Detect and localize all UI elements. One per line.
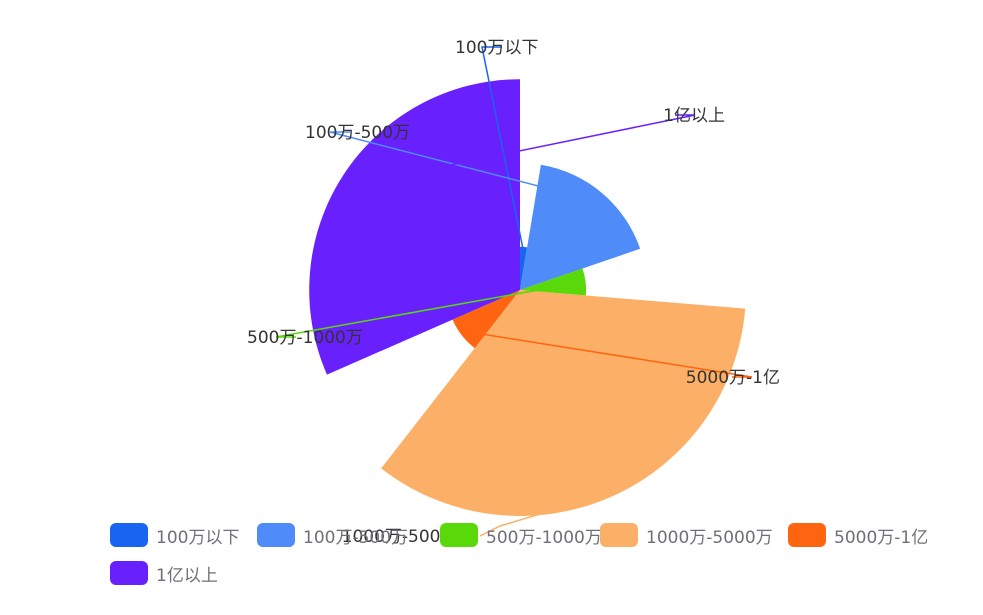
legend-swatch — [110, 561, 148, 585]
legend-item[interactable]: 500万-1000万 — [440, 523, 602, 548]
slice-label-bottom: 1000万-5000万 — [342, 527, 469, 547]
leader-line — [479, 492, 610, 537]
legend-swatch — [788, 523, 826, 547]
pie-slice[interactable] — [381, 290, 746, 516]
slice-label: 1亿以上 — [663, 106, 725, 126]
pie-slice[interactable] — [309, 79, 520, 375]
pie-slice[interactable] — [520, 164, 641, 290]
pie-slices — [309, 79, 746, 516]
legend-label: 500万-1000万 — [486, 527, 602, 548]
pie-slice[interactable] — [452, 290, 520, 349]
label-leader-lines — [275, 46, 753, 537]
leader-line — [466, 330, 753, 378]
legend-item[interactable]: 100万以下 — [110, 523, 240, 548]
legend-item[interactable]: 1000万-5000万 — [600, 523, 773, 548]
legend-item[interactable]: 5000万-1亿 — [788, 523, 929, 548]
leader-line — [329, 131, 596, 202]
legend-label: 1000万-5000万 — [646, 527, 773, 548]
pie-slice[interactable] — [520, 246, 528, 290]
legend-item[interactable]: 100万-500万 — [257, 523, 409, 548]
slice-label: 100万-500万 — [305, 123, 410, 143]
legend-swatch — [257, 523, 295, 547]
legend-label: 100万-500万 — [303, 527, 409, 548]
legend-swatch — [600, 523, 638, 547]
slice-label: 100万以下 — [455, 38, 538, 58]
slice-labels: 100万以下 100万-500万 500万-1000万 5000万-1亿 1亿以上 — [247, 38, 780, 388]
leader-line — [357, 114, 696, 185]
legend-label: 5000万-1亿 — [834, 527, 929, 548]
leader-line — [481, 46, 525, 251]
legend-swatch — [110, 523, 148, 547]
leader-line — [275, 281, 581, 338]
slice-label: 5000万-1亿 — [686, 368, 780, 388]
legend-swatch — [440, 523, 478, 547]
pie-slice[interactable] — [520, 268, 587, 296]
legend-label: 100万以下 — [156, 527, 240, 548]
legend-label: 1亿以上 — [156, 565, 218, 586]
legend-item[interactable]: 1亿以上 — [110, 561, 218, 586]
slice-label: 500万-1000万 — [247, 328, 363, 348]
